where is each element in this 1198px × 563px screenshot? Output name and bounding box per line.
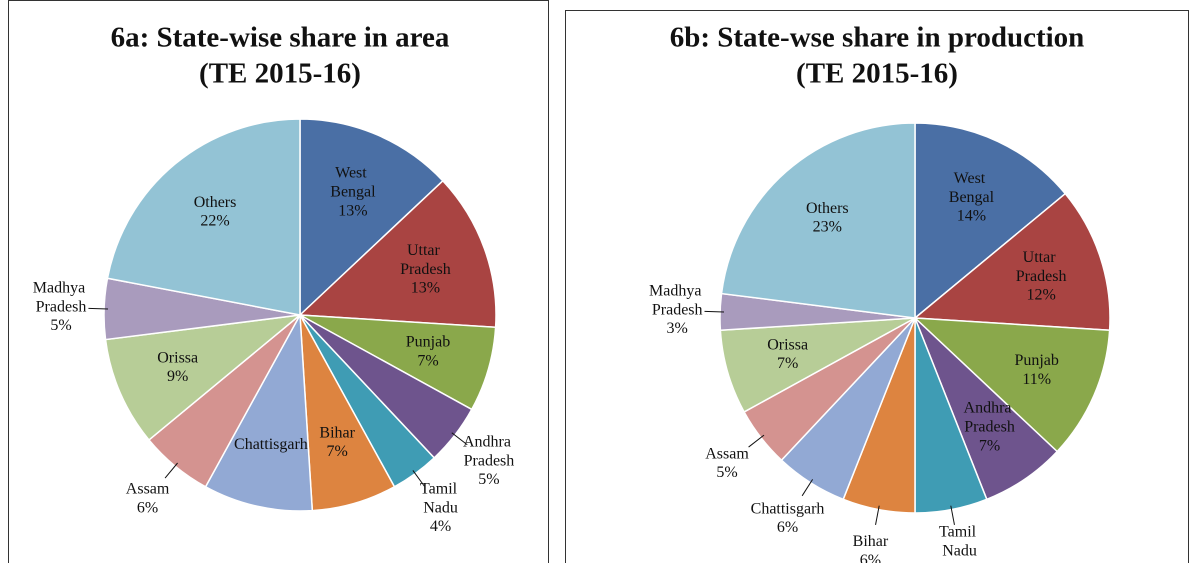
leader-line <box>164 462 178 479</box>
slice-value-label: 5% <box>50 317 71 334</box>
slice-value-label: 14% <box>957 208 986 225</box>
slice-label: Others <box>194 193 237 210</box>
chart-title: 6b: State-wse share in production <box>670 22 1085 54</box>
slice-label: Others <box>806 200 849 217</box>
slice-value-label: 7% <box>327 443 348 460</box>
chart-subtitle: (TE 2015-16) <box>199 58 361 90</box>
slice-label: Bihar <box>319 424 355 441</box>
slice-value-label: 22% <box>200 212 229 229</box>
slice-label: Andhra Pradesh <box>964 399 1016 435</box>
slice-value-label: 13% <box>411 280 440 297</box>
leader-line <box>950 505 955 525</box>
slice-value-label: 6% <box>137 499 158 516</box>
chart-title: 6a: State-wise share in area <box>111 22 450 54</box>
leader-line <box>451 432 468 446</box>
slice-label: Madhya Pradesh <box>33 279 89 315</box>
slice-label: Uttar Pradesh <box>400 242 451 278</box>
panel-frame <box>565 10 1189 563</box>
leader-line <box>88 307 109 310</box>
slice-label: Chattisgarh <box>234 436 308 453</box>
slice-label: Tamil Nadu <box>939 523 980 559</box>
chart-subtitle: (TE 2015-16) <box>796 58 958 90</box>
leader-line <box>748 434 765 448</box>
slice-value-label: 7% <box>777 355 798 372</box>
slice-value-label: 11% <box>1022 371 1051 388</box>
slice-label: West Bengal <box>949 170 995 206</box>
slice-label: Tamil Nadu <box>420 480 461 516</box>
pie-slice <box>106 118 301 316</box>
slice-label: Punjab <box>1014 352 1058 369</box>
slice-label: West Bengal <box>330 164 376 200</box>
leader-line <box>801 479 814 497</box>
pie-slice <box>204 312 314 512</box>
pie-slice <box>104 313 303 441</box>
slice-value-label: 5% <box>478 471 499 488</box>
slice-value-label: 7% <box>979 437 1000 454</box>
leader-line <box>412 470 425 487</box>
pie-slice <box>912 317 1111 453</box>
pie-slice <box>720 122 916 319</box>
slice-value-label: 7% <box>417 352 438 369</box>
slice-label: Chattisgarh <box>751 500 825 517</box>
slice-label: Assam <box>705 445 749 462</box>
slice-label: Assam <box>126 480 170 497</box>
slice-label: Orissa <box>767 336 808 353</box>
pie-slice <box>298 179 497 329</box>
slice-value-label: 4% <box>430 518 451 535</box>
slice-label: Madhya Pradesh <box>649 282 705 318</box>
panel-frame <box>8 0 549 563</box>
slice-value-label: 23% <box>813 219 842 236</box>
slice-label: Andhra Pradesh <box>463 433 515 469</box>
slice-value-label: 12% <box>1026 287 1055 304</box>
slice-label: Uttar Pradesh <box>1016 249 1067 285</box>
slice-value-label: 13% <box>338 202 367 219</box>
pie-slice <box>914 122 1067 320</box>
slice-value-label: 6% <box>949 561 970 563</box>
slice-label: Bihar <box>853 533 889 550</box>
slice-value-label: 6% <box>860 552 881 563</box>
slice-value-label: 6% <box>777 519 798 536</box>
slice-label: Punjab <box>406 333 450 350</box>
leader-line <box>875 505 880 525</box>
pie-slice <box>913 192 1111 332</box>
slice-label: Orissa <box>157 349 198 366</box>
slice-value-label: 9% <box>167 368 188 385</box>
pie-slice <box>299 118 444 317</box>
slice-value-label: 5% <box>716 464 737 481</box>
slice-value-label: 3% <box>667 320 688 337</box>
leader-line <box>704 310 725 313</box>
